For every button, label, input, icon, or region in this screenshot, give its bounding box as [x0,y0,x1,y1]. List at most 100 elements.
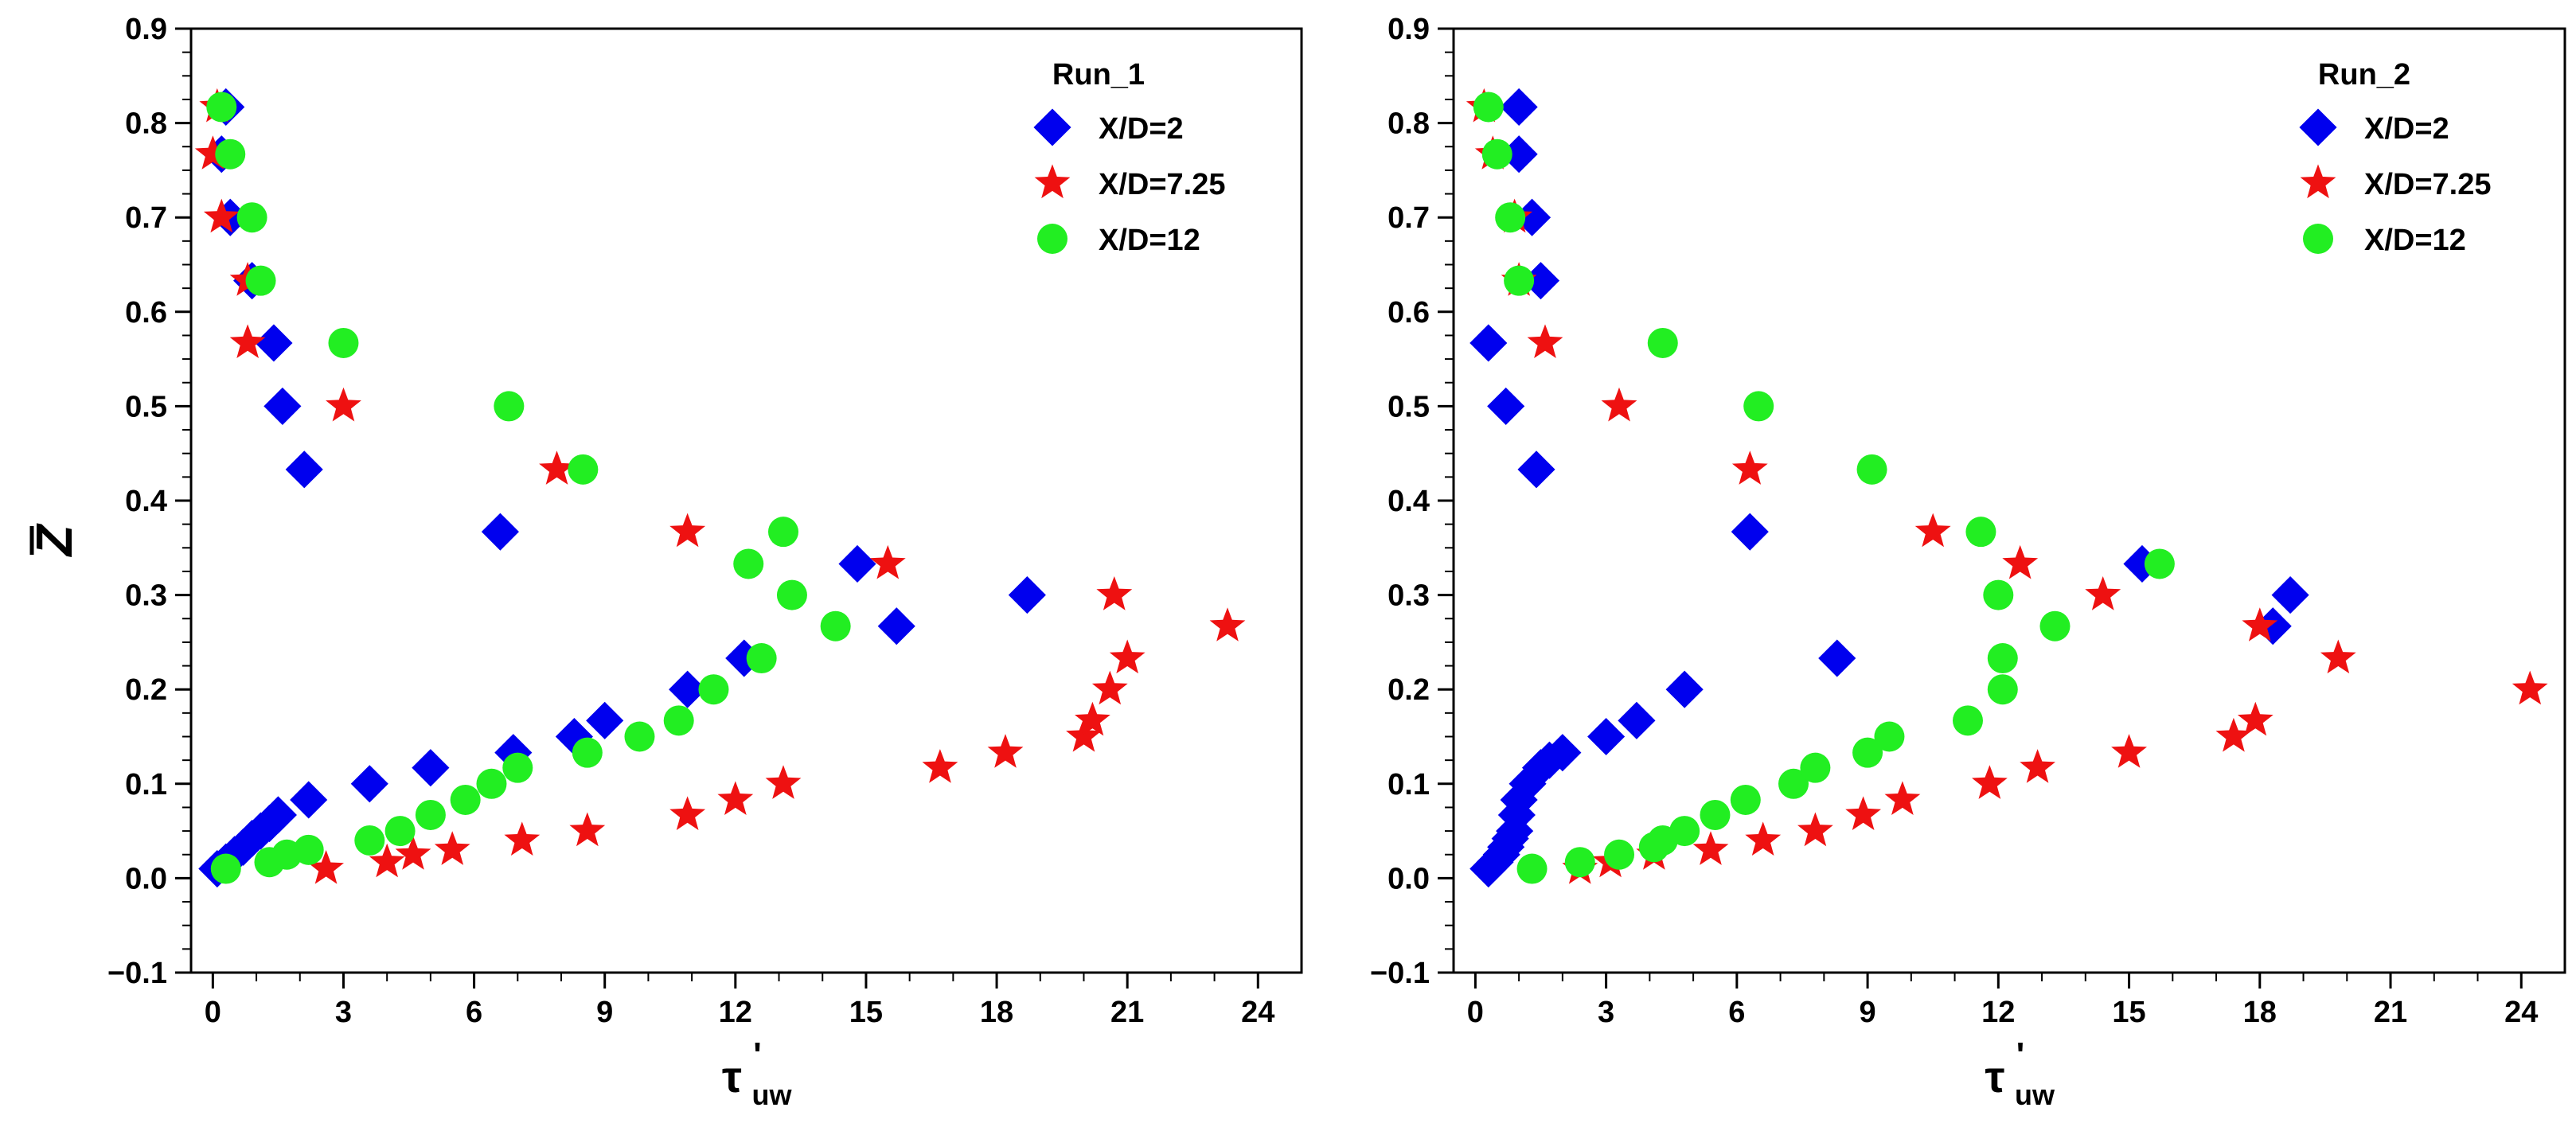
data-point [1530,741,1568,779]
data-point [768,517,798,548]
x-axis-label-prime: ' [2016,1035,2024,1074]
data-point [1516,853,1548,884]
data-point [987,734,1024,768]
data-point [569,812,606,847]
data-point [1800,752,1831,783]
x-tick-label: 0 [205,996,221,1029]
data-point [255,324,293,362]
data-point [1495,202,1526,233]
data-point [1517,450,1555,489]
data-point [215,138,246,170]
data-point [245,265,276,296]
data-point [1731,450,1768,485]
y-tick-label: 0.3 [125,579,167,613]
x-tick-label: 9 [1860,996,1876,1029]
data-point [1874,721,1905,752]
y-tick-label: 0.1 [1388,768,1430,801]
data-point [2085,576,2121,610]
data-point [1601,387,1637,422]
x-tick-label: 12 [1981,996,2015,1029]
x-tick-label: 24 [1241,996,1274,1029]
legend-label: X/D=12 [2364,224,2466,257]
legend-marker [2303,224,2333,254]
data-point [1987,674,2018,705]
data-point [1745,821,1782,856]
data-point [1852,737,1883,768]
data-point [776,579,807,610]
data-point [1731,513,1769,551]
x-tick-label: 0 [1467,996,1484,1029]
data-point [326,387,361,422]
data-point [1091,670,1128,705]
data-point [350,765,388,803]
x-tick-label: 15 [2112,996,2145,1029]
data-point [285,450,323,489]
data-point [1075,701,1110,736]
x-axis-label-subscript: uw [752,1078,793,1111]
series-X/D=12 [1473,92,2175,884]
data-point [203,198,240,233]
data-point [1527,324,1563,358]
data-point [624,721,655,752]
data-point [586,701,624,739]
data-point [1473,92,1504,123]
x-tick-label: 9 [596,996,613,1029]
x-axis-label: τ [1985,1051,2005,1102]
data-point [1972,765,2008,799]
series-X/D=2 [1469,88,2309,888]
data-point [746,643,777,674]
data-point [308,850,344,884]
data-point [1604,839,1635,870]
x-tick-label: 18 [2243,996,2277,1029]
data-point [293,834,324,865]
data-point [395,836,431,870]
data-point [259,796,297,834]
data-point [2020,749,2055,783]
y-tick-label: 0.3 [1388,579,1430,613]
legend-title: Run_1 [1052,58,1145,92]
data-point [1469,324,1508,362]
data-point [1669,816,1700,847]
legend-title: Run_2 [2318,58,2410,92]
data-point [820,610,851,641]
data-point [384,816,416,847]
data-point [481,513,519,551]
legend-marker [1033,108,1071,146]
data-point [1778,768,1809,799]
chart-panel-run-1: 0 3 6 9 12 15 18 21 24 −0.1 0.0 0.1 0.2 0.3 0.4 0.5 0.6 0… [25,13,1303,1111]
series-X/D=7.25 [194,88,1246,884]
data-point [434,831,470,865]
legend-label: X/D=2 [1099,112,1184,146]
data-point [2512,670,2548,705]
data-point [1914,513,1951,548]
y-tick-label: −0.1 [1370,957,1430,990]
chart-panel-run-2: 0 3 6 9 12 15 18 21 24 −0.1 0.0 0.1 0.2 0.3 0.4 0.5 0.6 0… [1370,13,2566,1111]
y-tick-label: 0.8 [125,107,167,141]
data-point [669,796,706,830]
data-point [2215,717,2252,752]
data-point [206,92,237,123]
y-tick-label: 0.4 [1388,485,1430,518]
x-tick-label: 3 [1598,996,1614,1029]
data-point [2111,734,2147,768]
y-tick-label: 0.1 [125,768,167,801]
data-point [838,544,876,583]
data-point [1647,327,1678,358]
data-point [669,513,706,548]
x-tick-label: 6 [466,996,482,1029]
data-point [1818,639,1856,677]
data-point [1066,717,1102,752]
data-point [1500,135,1538,174]
data-point [1564,847,1595,878]
data-point [1209,607,1246,641]
data-point [1952,705,1983,736]
data-point [1008,576,1046,614]
legend-marker [1037,224,1067,254]
data-point [210,853,241,884]
data-point [354,825,385,856]
y-axis-label: Z [25,523,83,558]
data-point [1504,265,1535,296]
data-point [568,454,599,485]
data-point [236,202,267,233]
